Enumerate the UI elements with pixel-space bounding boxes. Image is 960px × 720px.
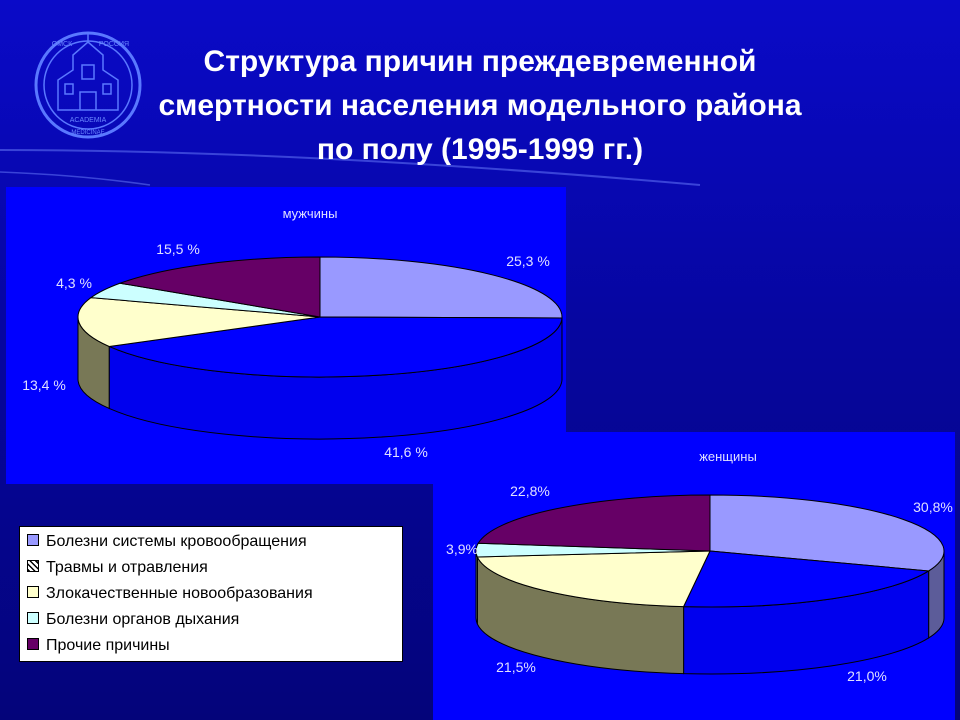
pie-side-1-3 [475, 550, 478, 625]
pie-slice-0-0 [319, 256, 563, 319]
pie-chart-0: мужчины 25,3 % 41,6 % 13,4 % 4,3 % 15,5 % [22, 206, 563, 460]
logo-text-academia: ACADEMIA [70, 117, 107, 124]
legend-swatch [27, 534, 39, 546]
legend-item: Болезни системы кровообращения [27, 531, 307, 553]
logo-text-omsk: ОМСК [52, 41, 73, 48]
pie-slice-1-0 [709, 494, 945, 572]
pie-slice-1-2 [476, 550, 711, 608]
pie-label-0-0: 25,3 % [506, 253, 550, 269]
legend-item: Травмы и отравления [27, 557, 208, 579]
pie-slice-1-4 [477, 494, 711, 552]
pie-slice-0-2 [77, 297, 321, 347]
title-line-1: Структура причин преждевременной [203, 45, 757, 78]
legend-item: Злокачественные новообразования [27, 583, 313, 605]
legend-swatch [27, 638, 39, 650]
pie-label-1-0: 30,8% [913, 499, 953, 515]
pie-slice-0-4 [118, 256, 321, 318]
legend-label: Болезни системы кровообращения [46, 533, 307, 550]
pie-label-0-1: 41,6 % [384, 444, 428, 460]
decorative-arcs [0, 149, 701, 186]
legend-swatch [27, 612, 39, 624]
pie-label-1-2: 21,5% [496, 659, 536, 675]
title-line-3: по полу (1995-1999 гг.) [316, 133, 644, 166]
legend-item: Болезни органов дыхания [27, 609, 239, 631]
legend-swatch [27, 586, 39, 598]
legend-label: Травмы и отравления [46, 559, 208, 576]
pie-label-1-1: 21,0% [847, 668, 887, 684]
pie-label-0-3: 4,3 % [56, 275, 92, 291]
legend-label: Злокачественные новообразования [46, 585, 313, 602]
pie-title-0: мужчины [283, 206, 338, 221]
logo-text-medicinae: MEDICINAE [71, 130, 104, 136]
pie-label-1-4: 22,8% [510, 483, 550, 499]
legend-swatch-hatched [27, 560, 39, 572]
pie-slice-1-1 [682, 550, 931, 608]
legend-label: Болезни органов дыхания [46, 611, 240, 628]
pie-title-1: женщины [699, 449, 757, 464]
title-line-2: смертности населения модельного района [158, 89, 802, 122]
logo-text-russia: РОССИЯ [99, 41, 129, 48]
pie-chart-1: женщины 30,8% 21,0% 21,5% 3,9% 22,8% [446, 449, 953, 684]
legend: Болезни системы кровообращения Травмы и … [19, 526, 403, 662]
pie-label-0-4: 15,5 % [156, 241, 200, 257]
legend-item: Прочие причины [27, 635, 170, 657]
slide-title: Структура причин преждевременной смертно… [150, 40, 810, 172]
legend-label: Прочие причины [46, 637, 170, 654]
pie-label-0-2: 13,4 % [22, 377, 66, 393]
pie-slice-0-1 [107, 316, 563, 378]
pie-label-1-3: 3,9% [446, 541, 478, 557]
academy-logo: ОМСК РОССИЯ ACADEMIA MEDICINAE [34, 31, 142, 139]
